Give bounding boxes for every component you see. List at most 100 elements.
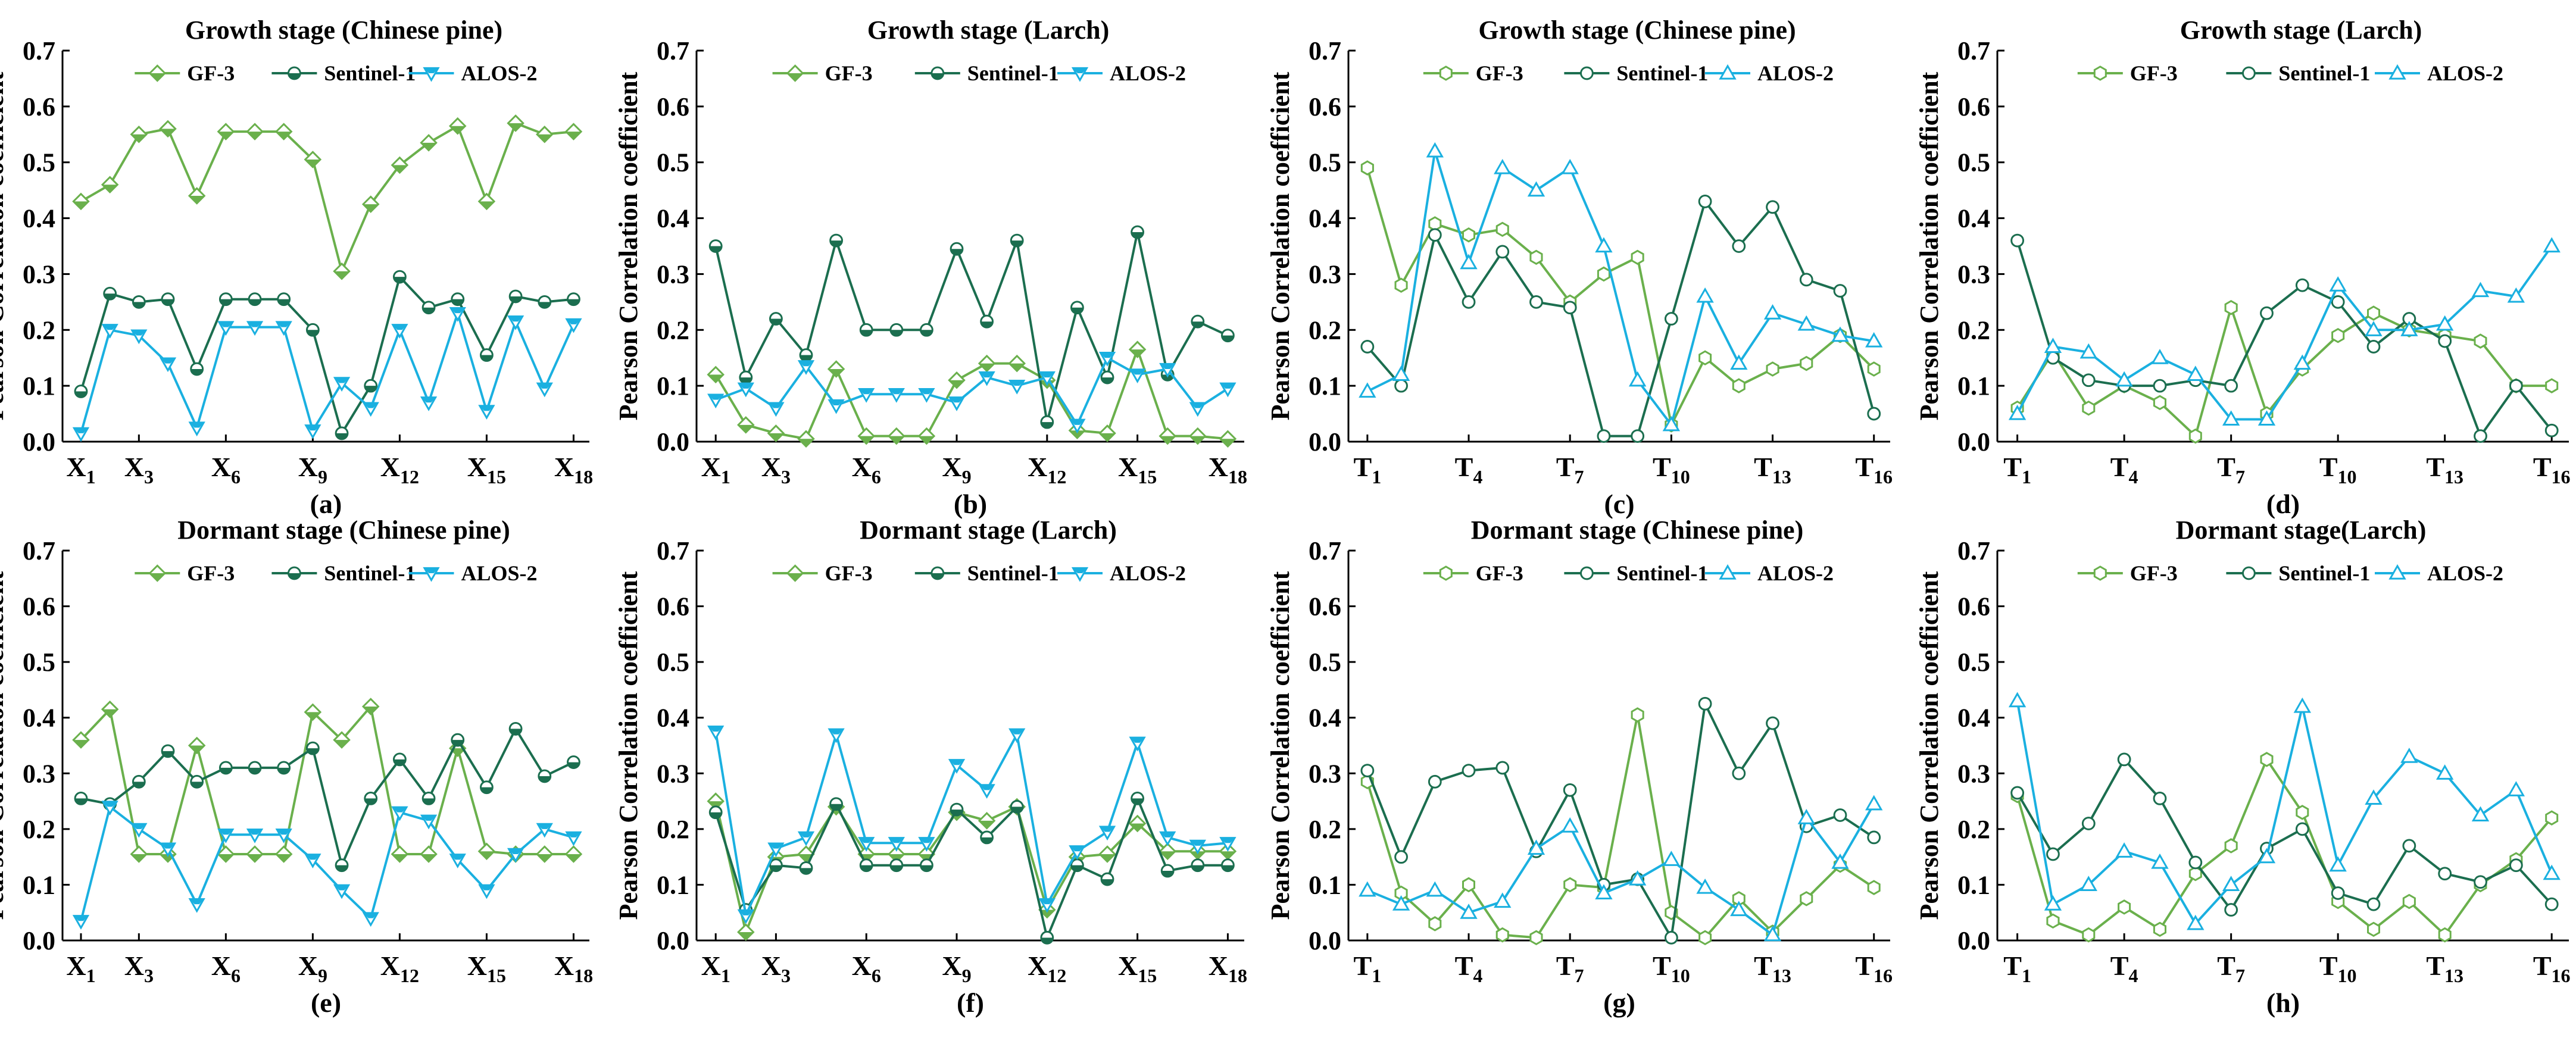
data-point-fill <box>305 712 321 720</box>
panel-e: 0.0 0.1 0.2 0.3 0.4 0.5 0.6 0.7 Pearson Correlat… <box>0 515 593 1018</box>
x-tick-label: X15 <box>1118 452 1157 487</box>
x-tick-label: X12 <box>1028 951 1066 986</box>
legend-marker-fill <box>424 68 439 73</box>
panel-c: 0.0 0.1 0.2 0.3 0.4 0.5 0.6 0.7 Pearson Correlat… <box>1266 15 1893 519</box>
x-tick-base: X <box>852 452 872 482</box>
series-line <box>2016 306 2552 437</box>
data-point <box>1392 365 1410 381</box>
y-tick-label: 0.4 <box>657 204 689 233</box>
x-tick-label: X9 <box>942 452 971 487</box>
series-alos-2 <box>1359 795 1883 942</box>
data-point <box>2295 822 2309 836</box>
data-point-fill <box>508 316 523 322</box>
data-point-fill <box>102 185 118 192</box>
data-point <box>1662 415 1681 432</box>
x-tick-base: X <box>701 951 721 981</box>
data-point-fill <box>1101 879 1113 885</box>
series-sentinel-1 <box>708 225 1235 429</box>
data-point-fill <box>708 726 723 732</box>
data-point <box>1867 407 1881 421</box>
data-point-fill <box>1131 369 1145 375</box>
data-point-fill <box>798 439 814 446</box>
data-point <box>1428 916 1442 932</box>
legend-label: Sentinel-1 <box>2278 561 2370 585</box>
data-point-fill <box>104 293 116 300</box>
data-point-fill <box>567 762 580 768</box>
series-line <box>1366 714 1875 939</box>
data-point <box>1797 809 1815 824</box>
legend-item: GF-3 <box>135 561 235 585</box>
data-point <box>2151 853 2169 869</box>
data-point <box>2366 340 2381 354</box>
data-point <box>1597 429 1611 443</box>
data-point <box>1730 354 1748 370</box>
data-point <box>2474 875 2487 889</box>
data-point <box>1529 249 1543 265</box>
x-tick-subscript: 6 <box>231 466 241 487</box>
series-alos-2 <box>2008 237 2561 426</box>
x-tick-base: X <box>701 452 721 482</box>
y-tick-label: 0.5 <box>657 148 689 177</box>
x-tick-subscript: 18 <box>1228 466 1247 487</box>
legend-marker <box>1719 564 1737 580</box>
x-tick-base: X <box>1028 951 1047 981</box>
legend-item: Sentinel-1 <box>271 61 416 85</box>
data-point-fill <box>979 820 995 829</box>
data-point-fill <box>102 709 118 717</box>
x-tick-label: T13 <box>2426 452 2463 487</box>
legend-label: GF-3 <box>1476 61 1523 85</box>
data-point <box>1628 870 1647 886</box>
data-point <box>2044 337 2062 354</box>
data-point <box>2436 764 2454 780</box>
data-point <box>2400 321 2418 336</box>
x-tick-subscript: 16 <box>1874 965 1893 986</box>
x-tick-subscript: 18 <box>574 965 593 986</box>
data-point <box>1833 808 1847 822</box>
data-point <box>2543 864 2561 880</box>
data-point-fill <box>860 865 873 871</box>
x-tick-label: T16 <box>2533 951 2571 986</box>
data-point <box>2507 287 2525 303</box>
series-line <box>2016 758 2553 911</box>
x-tick-base: T <box>1556 951 1575 981</box>
legend-label: Sentinel-1 <box>324 561 416 585</box>
data-point-fill <box>1009 363 1025 371</box>
data-point-fill <box>451 854 465 860</box>
legend-marker <box>1439 565 1453 581</box>
x-tick-subscript: 1 <box>86 965 96 986</box>
x-tick-label: X15 <box>467 951 506 986</box>
x-tick-label: T1 <box>1354 452 1382 487</box>
data-point <box>2509 379 2523 393</box>
x-tick-label: X1 <box>66 452 95 487</box>
series-gf-3 <box>72 114 583 280</box>
y-tick-label: 0.1 <box>657 371 689 401</box>
data-point <box>1833 284 1847 298</box>
legend-label: ALOS-2 <box>2427 61 2503 85</box>
data-point-fill <box>421 142 436 151</box>
legend-item: Sentinel-1 <box>914 61 1059 85</box>
data-point-fill <box>276 854 292 862</box>
data-point <box>1664 312 1678 326</box>
data-point-fill <box>508 123 523 131</box>
data-point-fill <box>1220 439 1236 446</box>
data-point-fill <box>830 240 842 247</box>
series-line <box>80 705 574 855</box>
data-point <box>2115 842 2133 858</box>
data-point <box>1394 379 1408 393</box>
data-point <box>2046 847 2060 861</box>
y-tick-label: 0.7 <box>1309 36 1341 65</box>
legend-label: ALOS-2 <box>2427 561 2503 585</box>
data-point <box>2187 365 2205 381</box>
x-tick-label: T16 <box>2533 452 2571 487</box>
y-axis-label: Pearson Correlation coefficient <box>614 571 643 920</box>
x-tick-base: X <box>380 951 400 981</box>
data-point-fill <box>480 787 493 793</box>
x-tick-label: T10 <box>2319 452 2357 487</box>
y-tick-label: 0.0 <box>23 926 55 955</box>
data-point-fill <box>799 832 813 837</box>
data-point-fill <box>1039 910 1055 918</box>
series-line <box>1367 803 1875 936</box>
data-point-fill <box>566 854 582 862</box>
data-point <box>1595 884 1613 900</box>
data-point-fill <box>538 383 552 389</box>
